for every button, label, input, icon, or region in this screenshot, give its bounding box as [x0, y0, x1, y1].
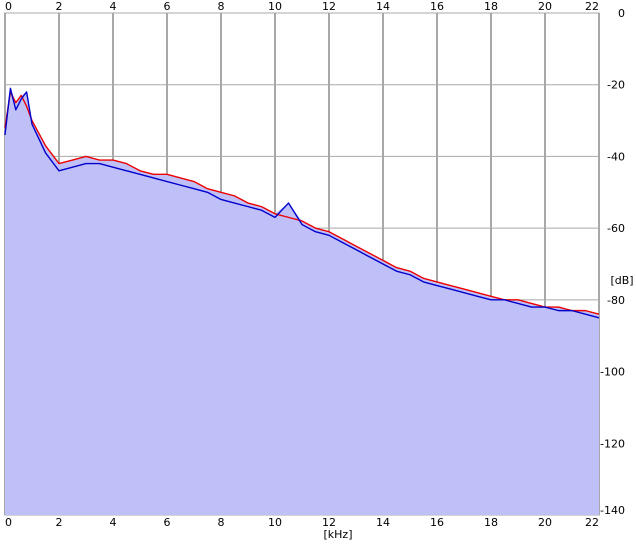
x-tick-label-bottom: 16 — [430, 516, 444, 529]
series-red-line — [4, 91, 600, 315]
y-tick-label: -40 — [607, 150, 625, 163]
x-tick-label-top: 0 — [5, 0, 12, 13]
x-tick-label-top: 14 — [376, 0, 390, 13]
x-tick-label-bottom: 10 — [268, 516, 282, 529]
x-tick-label-bottom: 2 — [56, 516, 63, 529]
x-tick-label-top: 2 — [56, 0, 63, 13]
x-tick-label-bottom: 20 — [538, 516, 552, 529]
x-tick-label-bottom: 8 — [218, 516, 225, 529]
y-tick-label: -100 — [600, 366, 625, 379]
y-tick-label: 0 — [618, 7, 625, 20]
y-tick-label: -60 — [607, 222, 625, 235]
x-tick-label-bottom: 4 — [110, 516, 117, 529]
x-tick-label-bottom: 6 — [164, 516, 171, 529]
x-tick-label-top: 10 — [268, 0, 282, 13]
x-tick-label-top: 8 — [218, 0, 225, 13]
x-tick-label-bottom: 18 — [484, 516, 498, 529]
x-axis-label: [kHz] — [324, 528, 353, 541]
spectrum-fill-area — [5, 88, 599, 516]
x-tick-label-top: 16 — [430, 0, 444, 13]
y-tick-label: -20 — [607, 79, 625, 92]
y-tick-labels: 0 -20 -40 -60 -80 -100 -120 -140 — [600, 7, 625, 517]
y-tick-label: -80 — [607, 294, 625, 307]
y-tick-label: -140 — [600, 504, 625, 517]
x-tick-label-top: 22 — [585, 0, 599, 13]
x-tick-label-bottom: 14 — [376, 516, 390, 529]
series-layer — [4, 87, 600, 319]
x-tick-label-top: 20 — [538, 0, 552, 13]
x-tick-label-bottom: 22 — [585, 516, 599, 529]
x-tick-label-top: 4 — [110, 0, 117, 13]
x-tick-label-top: 6 — [164, 0, 171, 13]
y-tick-label: -120 — [600, 437, 625, 450]
y-axis-label: [dB] — [610, 274, 633, 287]
series-blue-line — [4, 87, 600, 319]
x-tick-label-top: 12 — [322, 0, 336, 13]
x-tick-label-bottom: 0 — [5, 516, 12, 529]
x-tick-label-top: 18 — [484, 0, 498, 13]
x-tick-label-bottom: 12 — [322, 516, 336, 529]
